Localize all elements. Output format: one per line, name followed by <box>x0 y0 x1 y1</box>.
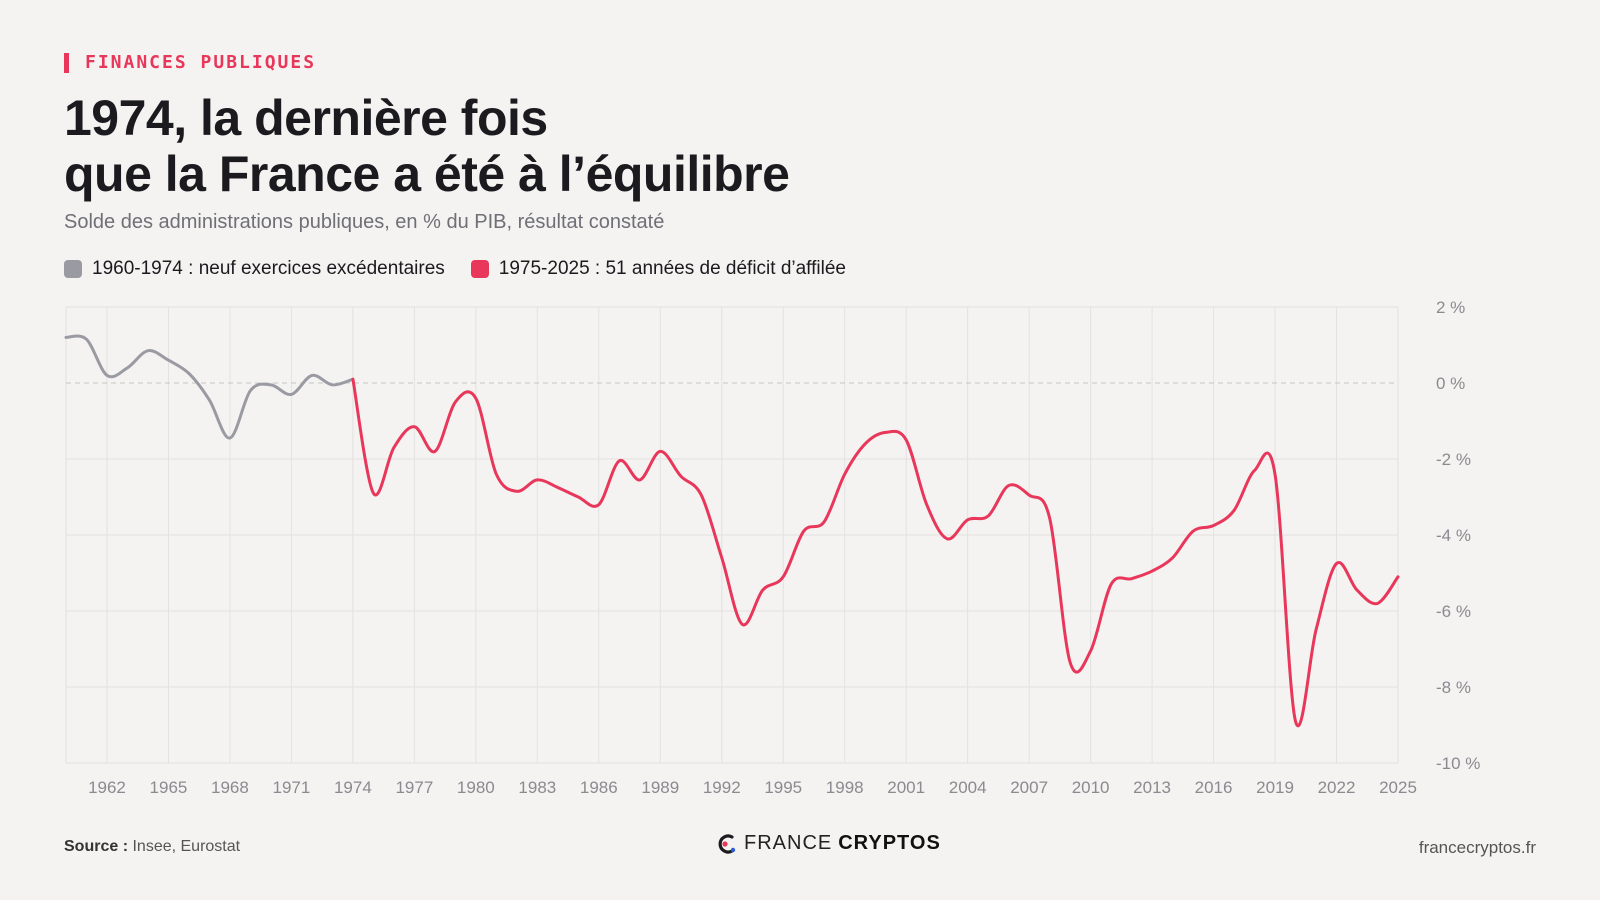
x-tick-label: 1998 <box>826 778 864 797</box>
x-tick-label: 2004 <box>949 778 987 797</box>
x-tick-label: 1971 <box>273 778 311 797</box>
legend-swatch-red <box>470 260 489 278</box>
x-tick-label: 2001 <box>887 778 925 797</box>
x-tick-label: 2022 <box>1318 778 1356 797</box>
x-tick-label: 2025 <box>1379 778 1417 797</box>
x-tick-label: 1962 <box>88 778 126 797</box>
series-line-1960-1974 <box>64 334 355 440</box>
footer-url: francecryptos.fr <box>1418 838 1536 857</box>
x-tick-label: 1968 <box>211 778 249 797</box>
legend-item-1975-2025: 1975-2025 : 51 années de déficit d’affil… <box>470 258 846 280</box>
x-tick-label: 1965 <box>150 778 188 797</box>
page-title: 1974, la dernière fois que la France a é… <box>64 90 790 202</box>
chart-tick-labels: 1962 1965 1968 1971 1974 1977 1980 1983 1986 1989… <box>88 298 1480 797</box>
legend: 1960-1974 : neuf exercices excédentaires… <box>64 258 872 280</box>
title-line-2: que la France a été à l’équilibre <box>64 146 790 202</box>
kicker-bar <box>64 52 69 73</box>
x-tick-label: 2013 <box>1133 778 1171 797</box>
source-note: Source : Insee, Eurostat <box>64 838 240 856</box>
chart-grid <box>65 306 1399 764</box>
subtitle: Solde des administrations publiques, en … <box>64 211 665 233</box>
brand-logo: FRANCE CRYPTOS <box>714 832 941 855</box>
legend-label-1975-2025: 1975-2025 : 51 années de déficit d’affil… <box>498 258 846 279</box>
x-tick-label: 2010 <box>1072 778 1110 797</box>
legend-item-1960-1974: 1960-1974 : neuf exercices excédentaires <box>64 258 445 280</box>
legend-swatch-grey <box>64 260 82 278</box>
brand-name-france: FRANCE <box>744 832 833 854</box>
kicker: FINANCES PUBLIQUES <box>64 52 316 73</box>
brand-name-cryptos: CRYPTOS <box>838 832 941 854</box>
x-tick-label: 1989 <box>641 778 679 797</box>
kicker-text: FINANCES PUBLIQUES <box>85 52 317 73</box>
x-tick-label: 1995 <box>764 778 802 797</box>
y-tick-label: -8 % <box>1436 678 1471 697</box>
x-tick-label: 2019 <box>1256 778 1294 797</box>
chart-series <box>64 334 1400 728</box>
x-tick-label: 1977 <box>395 778 433 797</box>
france-cryptos-logo-icon <box>714 833 736 855</box>
x-tick-label: 1992 <box>703 778 741 797</box>
y-tick-label: -2 % <box>1436 450 1471 469</box>
x-tick-label: 2016 <box>1195 778 1233 797</box>
x-tick-label: 1980 <box>457 778 495 797</box>
series-line-1975-2025 <box>351 377 1400 728</box>
x-tick-label: 2007 <box>1010 778 1048 797</box>
y-tick-label: -6 % <box>1436 602 1471 621</box>
x-tick-label: 1986 <box>580 778 618 797</box>
y-tick-label: 0 % <box>1436 374 1465 393</box>
y-tick-label: -4 % <box>1436 526 1471 545</box>
y-tick-label: 2 % <box>1436 298 1465 317</box>
x-tick-label: 1983 <box>518 778 556 797</box>
source-text: Insee, Eurostat <box>132 838 241 855</box>
x-tick-label: 1974 <box>334 778 372 797</box>
source-label: Source : <box>64 838 129 855</box>
y-tick-label: -10 % <box>1436 754 1480 773</box>
title-line-1: 1974, la dernière fois <box>64 90 548 146</box>
legend-label-1960-1974: 1960-1974 : neuf exercices excédentaires <box>92 258 445 279</box>
